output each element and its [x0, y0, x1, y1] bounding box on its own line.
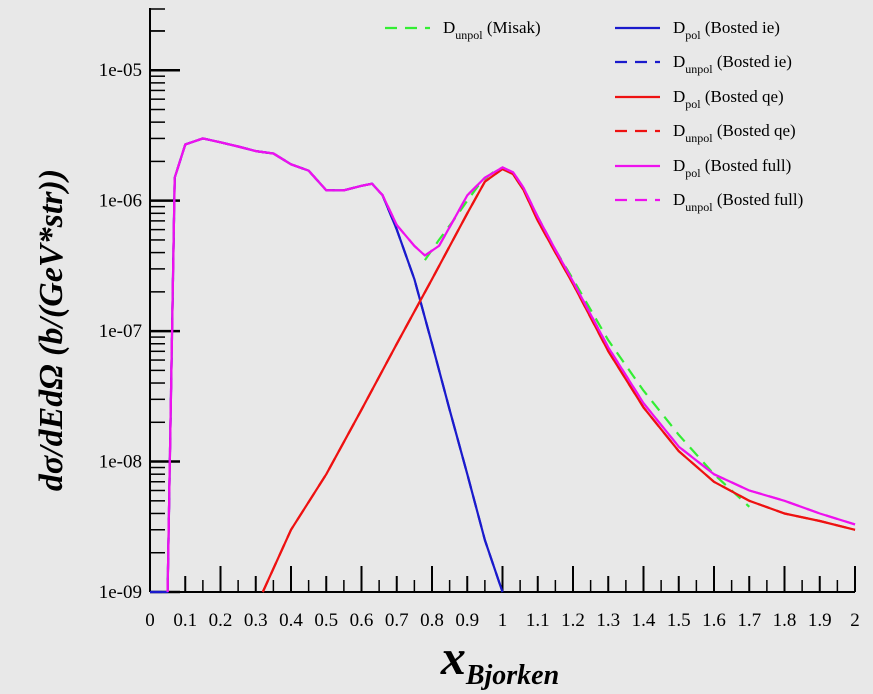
- x-tick-label: 1.8: [773, 610, 797, 631]
- series-line-5: [166, 137, 856, 593]
- series-line-3: [261, 167, 856, 593]
- x-tick-label: 0.5: [314, 610, 338, 631]
- x-tick-label: 1.3: [596, 610, 620, 631]
- series-line-1: [150, 137, 504, 594]
- x-tick-label: 1.6: [702, 610, 726, 631]
- y-tick-label: 1e-06: [99, 191, 142, 212]
- legend-label: Dpol (Bosted ie): [673, 18, 780, 42]
- x-tick-label: 2: [850, 610, 860, 631]
- x-tick-label: 0.3: [244, 610, 268, 631]
- series-line-2: [150, 137, 504, 594]
- series-line-0: [423, 167, 751, 508]
- legend: Dunpol (Misak) Dpol (Bosted ie) Dunpol (Bo…: [385, 18, 803, 214]
- y-tick-label: 1e-07: [99, 321, 142, 342]
- x-tick-label: 0.4: [279, 610, 303, 631]
- legend-label: Dpol (Bosted full): [673, 156, 791, 180]
- x-tick-label: 1.5: [667, 610, 691, 631]
- x-axis-label-sub: Bjorken: [465, 660, 559, 691]
- x-axis-label: xBjorken: [440, 629, 559, 691]
- x-tick-label: 0.9: [455, 610, 479, 631]
- x-tick-label: 0: [145, 610, 155, 631]
- y-tick-label: 1e-05: [99, 60, 142, 81]
- x-tick-label: 0.6: [350, 610, 374, 631]
- x-tick-label: 1.9: [808, 610, 832, 631]
- x-tick-label: 1.2: [561, 610, 585, 631]
- x-tick-label: 0.7: [385, 610, 409, 631]
- y-tick-label: 1e-08: [99, 452, 142, 473]
- series-line-4: [261, 167, 856, 593]
- x-tick-label: 1: [498, 610, 508, 631]
- x-tick-label: 1.7: [737, 610, 761, 631]
- x-tick-label: 0.1: [173, 610, 197, 631]
- x-tick-label: 1.1: [526, 610, 550, 631]
- curves: [150, 137, 856, 594]
- legend-label: Dunpol (Bosted ie): [673, 52, 792, 76]
- x-axis-label-main: x: [440, 629, 466, 685]
- x-tick-label: 0.2: [209, 610, 233, 631]
- y-axis-label: dσ/dEdΩ (b/(GeV*str)): [33, 169, 70, 491]
- legend-label: Dunpol (Bosted full): [673, 190, 803, 214]
- legend-label: Dunpol (Bosted qe): [673, 121, 796, 145]
- x-tick-label: 1.4: [632, 610, 656, 631]
- legend-label: Dpol (Bosted qe): [673, 87, 784, 111]
- y-tick-label: 1e-09: [99, 582, 142, 603]
- axes: 1e-09 1e-08 1e-07 1e-06 1e-05 0 0.1 0.2 0.3 0.4 0.…: [99, 8, 860, 631]
- legend-label: Dunpol (Misak): [443, 18, 541, 42]
- x-tick-label: 0.8: [420, 610, 444, 631]
